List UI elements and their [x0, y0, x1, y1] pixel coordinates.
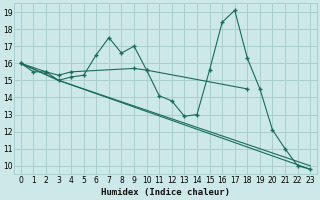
X-axis label: Humidex (Indice chaleur): Humidex (Indice chaleur): [101, 188, 230, 197]
